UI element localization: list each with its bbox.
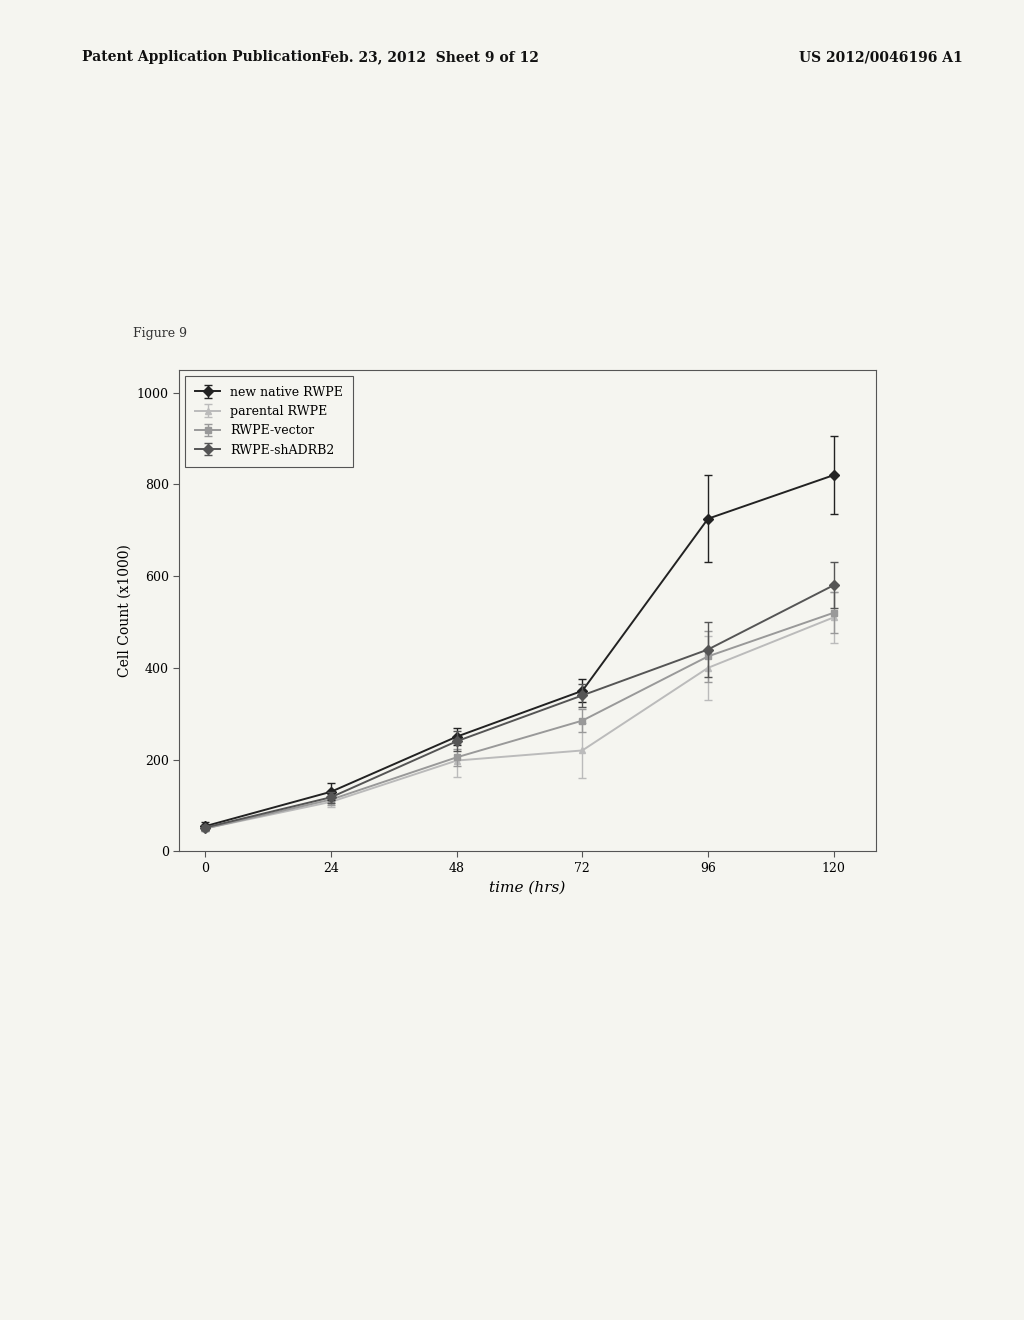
Y-axis label: Cell Count (x1000): Cell Count (x1000) — [117, 544, 131, 677]
Text: Patent Application Publication: Patent Application Publication — [82, 50, 322, 65]
Text: US 2012/0046196 A1: US 2012/0046196 A1 — [799, 50, 963, 65]
Legend: new native RWPE, parental RWPE, RWPE-vector, RWPE-shADRB2: new native RWPE, parental RWPE, RWPE-vec… — [185, 376, 353, 466]
Text: Feb. 23, 2012  Sheet 9 of 12: Feb. 23, 2012 Sheet 9 of 12 — [322, 50, 539, 65]
X-axis label: time (hrs): time (hrs) — [489, 880, 565, 895]
Text: Figure 9: Figure 9 — [133, 327, 187, 341]
